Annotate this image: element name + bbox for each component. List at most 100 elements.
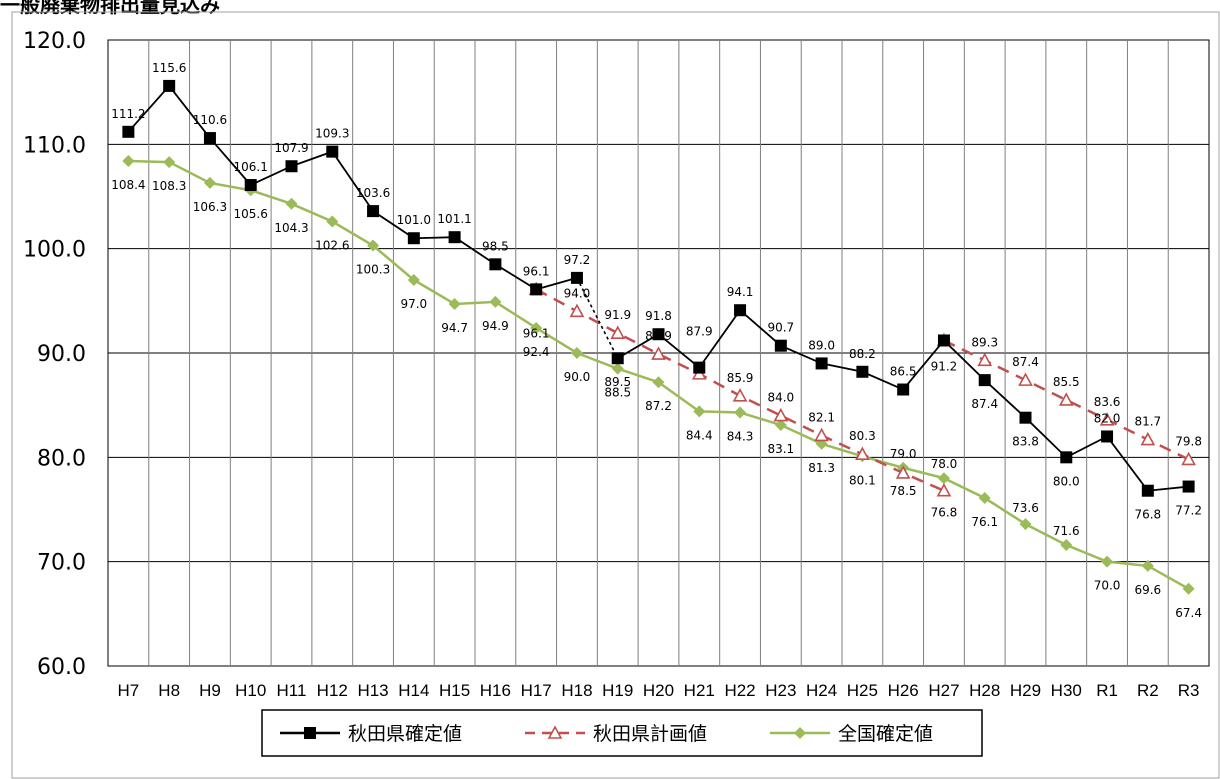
plan-data-label: 80.3 [849,429,876,443]
akita-data-label: 110.6 [193,113,227,127]
plan-data-label: 76.8 [931,506,958,520]
plan-data-label: 96.1 [523,326,550,340]
x-tick-label: H21 [684,681,715,700]
x-tick-label: H13 [357,681,388,700]
series-plan-point [1140,431,1156,446]
x-tick-label: H27 [928,681,959,700]
x-tick-label: H23 [765,681,796,700]
national-data-label: 92.4 [523,345,550,359]
series-plan-point [1099,412,1115,426]
y-tick-label: 60.0 [37,655,86,680]
plan-data-label: 84.0 [767,391,794,405]
series-national-point [163,156,176,169]
national-data-label: 94.7 [441,321,468,335]
series-national-point [530,321,543,334]
series-akita-point [1141,484,1154,497]
chart-title-fragment: 一般廃棄物排出量見込み [0,0,220,17]
x-tick-label: H28 [969,681,1000,700]
national-data-label: 84.3 [727,429,754,443]
legend-akita-label: 秋田県確定値 [348,723,462,745]
akita-data-label: 76.8 [1134,508,1161,522]
series-national-point [367,239,380,252]
national-data-label: 108.4 [111,178,145,192]
legend-box [261,709,983,757]
plan-data-label: 85.9 [727,371,754,385]
series-akita-line [127,84,578,291]
national-data-label: 84.4 [686,428,713,442]
series-plan-point [569,303,585,318]
plan-data-label: 82.1 [808,410,835,424]
x-tick-label: H26 [888,681,919,700]
plan-data-label: 87.4 [1012,355,1039,369]
series-national-point [203,176,216,189]
legend-plan-label: 秋田県計画値 [593,723,707,745]
series-akita-point [489,258,502,271]
x-tick-label: H29 [1010,681,1041,700]
national-data-label: 70.0 [1094,579,1121,593]
x-tick-label: R3 [1178,681,1200,700]
series-national-point [1141,559,1154,572]
series-akita-point [570,271,583,284]
legend-national-label: 全国確定値 [838,723,933,745]
series-national-point [1182,582,1195,595]
series-national-point [978,492,991,505]
x-tick-label: H12 [317,681,348,700]
series-akita-point [203,132,216,145]
akita-data-label: 83.8 [1012,435,1039,449]
series-akita-point [611,352,624,365]
series-akita-point [652,328,665,341]
national-data-label: 79.0 [890,447,917,461]
x-tick-label: H30 [1051,681,1082,700]
series-national-point [326,215,339,228]
series-akita-point [1182,480,1195,493]
series-national-point [1060,538,1073,551]
akita-data-label: 111.2 [111,107,145,121]
series-plan-point [610,325,626,339]
series-akita-point [774,339,787,352]
series-plan-point [1181,451,1196,466]
series-plan-point [1018,372,1033,386]
national-data-label: 90.0 [564,370,591,384]
akita-data-label: 77.2 [1175,504,1202,518]
series-national-point [407,273,420,286]
series-national-point [937,472,950,485]
x-tick-label: H10 [235,681,266,700]
national-data-label: 108.3 [152,179,186,193]
legend-akita-marker [304,727,316,739]
national-data-label: 97.0 [400,297,427,311]
national-data-label: 94.9 [482,319,509,333]
series-national-point [774,418,787,431]
series-akita-point [326,145,339,158]
series-akita-point [693,361,706,374]
series-national-point [122,155,135,168]
chart-outer-border [11,11,1220,779]
national-data-label: 73.6 [1012,501,1039,515]
akita-data-label: 89.5 [604,375,631,389]
national-data-label: 87.2 [645,399,672,413]
series-national-point [285,197,298,210]
series-akita-point [367,205,380,218]
series-akita-point [530,283,543,296]
national-data-label: 83.1 [767,442,794,456]
akita-data-label: 94.1 [727,285,754,299]
series-national-point [693,405,706,418]
national-data-label: 67.4 [1175,606,1202,620]
x-tick-label: H24 [806,681,837,700]
akita-data-label: 106.1 [234,160,268,174]
national-data-label: 102.6 [315,239,349,253]
series-plan-point [773,407,789,422]
plan-data-label: 91.9 [604,308,631,322]
akita-data-label: 86.5 [890,365,917,379]
akita-data-label: 88.2 [849,347,876,361]
akita-data-label: 101.0 [397,213,431,227]
plan-data-label: 89.9 [645,329,672,343]
national-data-label: 106.3 [193,200,227,214]
series-national-point [1101,555,1114,568]
y-tick-label: 120.0 [23,29,86,54]
plan-data-label: 79.8 [1175,434,1202,448]
x-tick-label: H22 [724,681,755,700]
national-data-label: 105.6 [234,207,268,221]
plan-data-label: 89.3 [971,335,998,349]
series-akita-point [897,383,910,396]
akita-data-label: 101.1 [437,212,471,226]
